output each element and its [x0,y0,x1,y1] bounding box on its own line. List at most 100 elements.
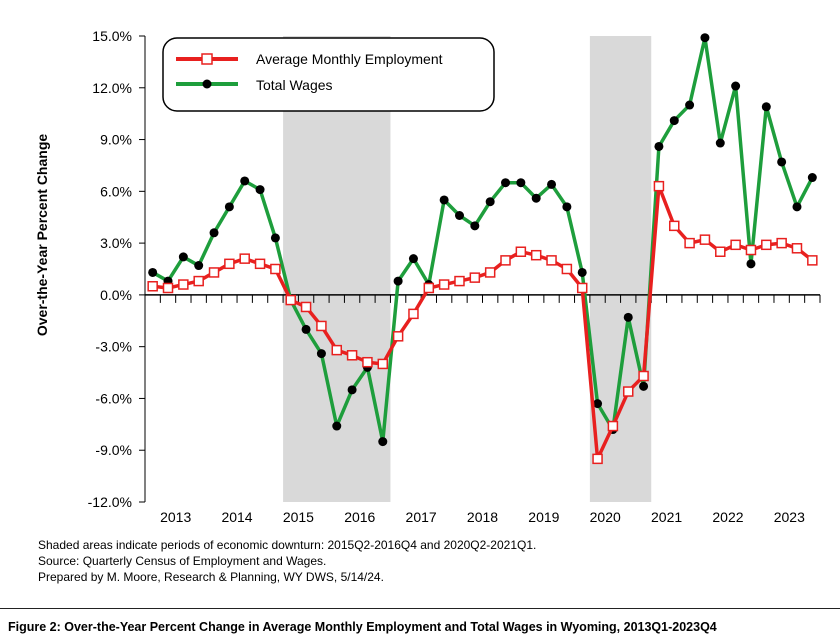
employment-point [546,255,557,266]
wages-point [270,233,280,243]
shaded-periods [283,36,652,502]
wages-point [654,141,664,151]
employment-point [684,237,695,249]
employment-point [484,267,496,278]
employment-point [408,308,419,320]
line-chart: 15.0% 12.0% 9.0% 6.0% 3.0% 0.0% -3.0% -6.0% -9.0… [34,28,821,525]
employment-point [791,243,803,254]
x-tick-label: 2020 [590,509,621,525]
employment-point [346,350,358,361]
employment-point [745,244,757,256]
employment-point [270,263,281,275]
wages-point [577,267,587,277]
wages-point [685,100,695,110]
legend: Average Monthly Employment Total Wages [162,37,495,112]
employment-point [730,239,741,251]
series [147,33,818,465]
employment-point [331,344,343,356]
x-tick-label: 2018 [467,509,498,525]
footnote-source: Source: Quarterly Census of Employment a… [38,554,327,568]
wages-point [454,210,464,220]
wages-point [209,228,219,238]
wages-point [255,185,265,195]
employment-point [592,453,603,465]
wages-point [746,259,756,269]
wages-point [669,116,679,126]
x-tick-label: 2014 [221,509,252,525]
employment-point [377,358,389,370]
caption-divider [0,608,840,609]
y-tick-label: -12.0% [88,494,132,510]
y-tick-label: -3.0% [95,339,132,355]
wages-point [777,157,787,167]
y-axis-label: Over-the-Year Percent Change [34,134,50,337]
wages-point [485,197,495,207]
employment-point [607,420,619,432]
employment-point [193,275,204,287]
employment-point [638,370,649,382]
employment-point [178,279,189,290]
employment-point [224,258,235,270]
wages-point [148,267,158,277]
wages-point [378,437,388,447]
employment-point [622,386,634,397]
axes: 15.0% 12.0% 9.0% 6.0% 3.0% 0.0% -3.0% -6.0% -9.0… [88,28,821,525]
employment-point [438,279,450,290]
footnote-prepared-by: Prepared by M. Moore, Research & Plannin… [38,570,384,584]
wages-point [562,202,572,212]
wages-point [178,252,188,262]
wages-point [240,176,250,186]
x-tick-label: 2021 [651,509,682,525]
employment-point [147,281,158,292]
employment-point [761,239,772,251]
legend-wages-label: Total Wages [256,77,333,93]
employment-point [162,282,174,294]
wages-point [547,179,557,189]
wages-point [332,421,342,431]
shaded-period-2 [589,36,652,502]
x-tick-label: 2022 [712,509,743,525]
x-tick-label: 2017 [406,509,437,525]
employment-point [469,272,481,283]
wages-point [623,312,633,322]
employment-point [715,246,726,257]
y-tick-label: 9.0% [100,132,132,148]
y-tick-label: 0.0% [100,287,132,303]
wages-point [301,324,311,334]
x-tick-label: 2019 [528,509,559,525]
employment-point [500,255,511,266]
y-tick-label: 12.0% [92,80,132,96]
wages-point [792,202,802,212]
legend-employment-marker [201,53,213,65]
wages-point [531,193,541,203]
legend-employment-label: Average Monthly Employment [256,51,443,67]
employment-point [285,294,296,306]
x-tick-label: 2016 [344,509,375,525]
series-line-employment [152,184,814,461]
employment-point [653,180,665,192]
employment-point [515,246,527,257]
employment-point [576,282,588,294]
figure-caption: Figure 2: Over-the-Year Percent Change i… [8,620,717,634]
employment-point [776,237,787,249]
wages-point [731,81,741,91]
wages-point [194,261,204,271]
employment-point [807,255,818,266]
x-tick-label: 2013 [160,509,191,525]
wages-point [439,195,449,205]
wages-point [639,381,649,391]
x-tick-label: 2023 [774,509,805,525]
legend-wages-marker [202,79,212,89]
wages-point [347,385,357,395]
wages-point [715,138,725,148]
x-tick-label: 2015 [283,509,314,525]
employment-point [699,234,711,245]
wages-point [470,221,480,231]
employment-point [423,282,435,294]
employment-point [392,331,404,342]
wages-point [761,102,771,112]
employment-point [254,258,266,270]
employment-point [208,267,220,278]
employment-point [316,320,327,332]
